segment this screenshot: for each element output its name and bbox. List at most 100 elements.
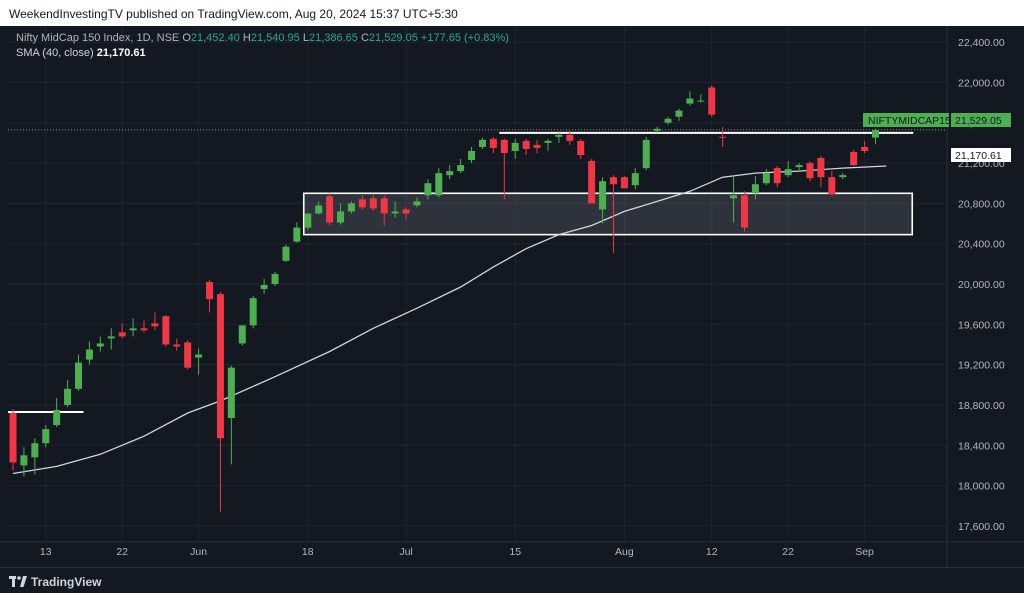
candle-body [206, 281, 214, 300]
candle [326, 193, 334, 226]
symbol-tag: NIFTYMIDCAP150 [868, 115, 957, 127]
x-tick-label: 12 [706, 546, 718, 558]
candle [424, 179, 432, 200]
candle-body [457, 165, 465, 172]
x-tick-label: Aug [615, 546, 634, 558]
legend-close-value: 21,529.05 [368, 32, 418, 44]
candle [511, 138, 519, 160]
x-tick-label: 15 [509, 546, 521, 558]
candle-body [9, 413, 17, 463]
sma-tag-bg [951, 148, 1011, 162]
candle [599, 177, 607, 224]
candle [151, 312, 159, 331]
candle [642, 136, 650, 171]
candle [751, 176, 759, 200]
legend-sma-value: 21,170.61 [96, 47, 146, 59]
legend-symbol: Nifty MidCap 150 Index, 1D, NSE [16, 32, 180, 44]
candle [784, 161, 792, 178]
footer: TradingView [0, 567, 1024, 593]
candle [195, 348, 203, 375]
candle-body [478, 139, 486, 147]
candle [446, 165, 454, 180]
candle-body [544, 140, 552, 143]
candle [402, 207, 410, 220]
y-tick-label: 18,400.00 [958, 440, 1005, 452]
candlestick-chart[interactable]: 17,600.00 18,000.00 18,400.00 18,800.00 19,2… [0, 26, 1024, 567]
candle [588, 159, 596, 204]
candle [206, 279, 214, 313]
chart-area[interactable] [0, 26, 1024, 567]
candle [249, 296, 257, 329]
candle [675, 108, 683, 121]
candle [653, 126, 661, 133]
grid [0, 26, 1024, 567]
legend-high-value: 21,540.95 [250, 32, 300, 44]
y-tick-label: 22,400.00 [958, 37, 1005, 49]
candle [358, 195, 366, 210]
candles [9, 85, 879, 512]
candle [140, 320, 148, 333]
candle-body [85, 349, 93, 360]
candle [238, 325, 246, 346]
candle [489, 136, 497, 153]
candle [457, 159, 465, 174]
candle-body [675, 110, 683, 117]
candle [806, 161, 814, 182]
legend-low-value: 21,386.65 [308, 32, 358, 44]
sma-tag: 21,170.61 [955, 150, 1002, 162]
x-tick-label: Jul [399, 546, 412, 558]
tradingview-logo[interactable]: TradingView [9, 574, 101, 589]
legend-sma-label: SMA (40, close) [16, 47, 94, 59]
candle-body [795, 165, 803, 168]
candle [391, 201, 399, 218]
candle-body [129, 328, 137, 331]
y-tick-label: 18,800.00 [958, 400, 1005, 412]
candle [817, 156, 825, 188]
candle [260, 278, 268, 295]
candle-body [751, 184, 759, 194]
range-box [302, 192, 914, 236]
price-tag: 21,529.05 [955, 115, 1002, 127]
candle-body [53, 409, 61, 426]
candle-body [817, 158, 825, 178]
legend-open-value: 21,452.40 [190, 32, 240, 44]
candle [413, 197, 421, 208]
candle [129, 318, 137, 337]
legend-low-label: L [302, 32, 309, 44]
y-tick-label: 19,200.00 [958, 360, 1005, 372]
x-tick-label: Sep [855, 546, 874, 558]
price-tag-bg [951, 113, 1011, 127]
candle [478, 137, 486, 149]
candle-body [64, 388, 72, 405]
candle [522, 138, 530, 156]
candle-body [337, 211, 345, 223]
price-tags: NIFTYMIDCAP150 21,529.05 21,170.61 [863, 113, 1011, 162]
candle [118, 323, 126, 339]
price-axis[interactable]: 17,600.00 18,000.00 18,400.00 18,800.00 19,2… [958, 37, 1005, 533]
candle-body [140, 328, 148, 331]
candle-body [762, 173, 770, 184]
candle [337, 203, 345, 225]
legend: Nifty MidCap 150 Index, 1D, NSE O21,452.… [16, 31, 509, 61]
candle [96, 336, 104, 352]
candle-body [260, 285, 268, 290]
candle [216, 292, 224, 512]
y-tick-label: 19,600.00 [958, 319, 1005, 331]
candle-body [326, 196, 334, 223]
candle-body [216, 294, 224, 439]
time-axis[interactable]: 13 22 Jun 18 Jul 15 Aug 12 22 Sep [40, 546, 874, 558]
candle-body [173, 344, 181, 347]
tradingview-logo-icon [9, 576, 27, 588]
legend-change: +177.65 (+0.83%) [420, 32, 509, 44]
candle [555, 132, 563, 143]
candle [697, 94, 705, 103]
candle [64, 379, 72, 407]
candle-body [566, 134, 574, 141]
candle-body [184, 342, 192, 368]
candle-body [631, 173, 639, 186]
candle [85, 341, 93, 365]
candle [369, 194, 377, 211]
candle-body [489, 138, 497, 148]
candle-body [500, 139, 508, 153]
candle-body [282, 246, 290, 261]
